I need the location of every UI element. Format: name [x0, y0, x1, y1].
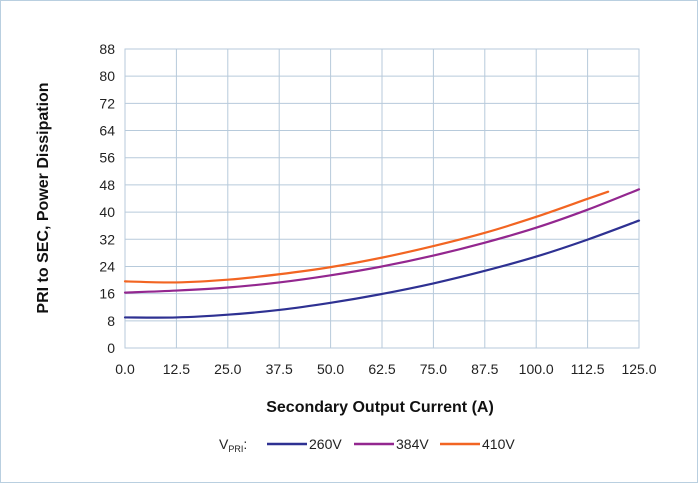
y-axis-title: PRI to SEC, Power Dissipation — [35, 82, 52, 313]
x-tick-labels: 0.0 12.5 25.0 37.5 50.0 62.5 75.0 87.5 100.0 112.… — [115, 361, 656, 377]
legend-prefix-colon: : — [243, 436, 247, 452]
y-tick-label: 8 — [107, 313, 115, 329]
x-tick-label: 25.0 — [214, 361, 241, 377]
y-tick-label: 72 — [99, 95, 115, 111]
series-line-384V — [123, 188, 641, 294]
grid — [124, 48, 640, 349]
x-axis-title: Secondary Output Current (A) — [266, 399, 494, 416]
x-tick-label: 125.0 — [621, 361, 656, 377]
y-tick-label: 40 — [99, 204, 115, 220]
y-tick-label: 56 — [99, 150, 115, 166]
legend-items: 260V 384V 410V — [267, 436, 515, 452]
x-tick-label: 0.0 — [115, 361, 135, 377]
legend-prefix-main: V — [219, 436, 229, 452]
x-tick-label: 75.0 — [420, 361, 447, 377]
x-tick-label: 112.5 — [571, 361, 605, 377]
legend-label-384V: 384V — [396, 436, 429, 452]
legend-prefix: VPRI: — [219, 436, 247, 454]
x-tick-label: 62.5 — [368, 361, 395, 377]
legend-label-260V: 260V — [309, 436, 342, 452]
x-tick-label: 37.5 — [266, 361, 293, 377]
y-tick-label: 88 — [99, 41, 115, 57]
y-tick-label: 48 — [99, 177, 115, 193]
plot-area-border — [124, 48, 640, 349]
legend-prefix-sub: PRI — [228, 444, 243, 454]
series-line-410V — [123, 190, 610, 284]
y-tick-label: 32 — [99, 231, 115, 247]
y-tick-label: 64 — [99, 123, 115, 139]
y-tick-label: 80 — [99, 68, 115, 84]
x-tick-label: 87.5 — [471, 361, 498, 377]
y-tick-labels: 0 8 16 24 32 40 48 56 64 72 80 88 — [99, 41, 115, 356]
series-line-260V — [123, 219, 641, 319]
y-tick-label: 16 — [99, 286, 115, 302]
x-tick-label: 50.0 — [317, 361, 344, 377]
y-tick-label: 0 — [107, 340, 115, 356]
legend-label-410V: 410V — [482, 436, 515, 452]
series-lines — [123, 188, 641, 319]
x-tick-label: 100.0 — [519, 361, 554, 377]
legend: VPRI: 260V 384V 410V — [219, 436, 515, 454]
y-tick-label: 24 — [99, 258, 115, 274]
x-tick-label: 12.5 — [163, 361, 190, 377]
